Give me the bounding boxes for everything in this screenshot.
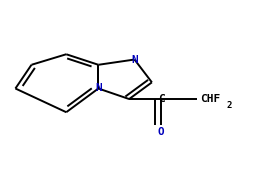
Text: N: N: [95, 84, 102, 93]
Text: CHF: CHF: [200, 94, 220, 104]
Text: 2: 2: [226, 101, 232, 110]
Text: C: C: [158, 94, 165, 104]
Text: O: O: [158, 127, 165, 137]
Text: N: N: [131, 55, 138, 65]
